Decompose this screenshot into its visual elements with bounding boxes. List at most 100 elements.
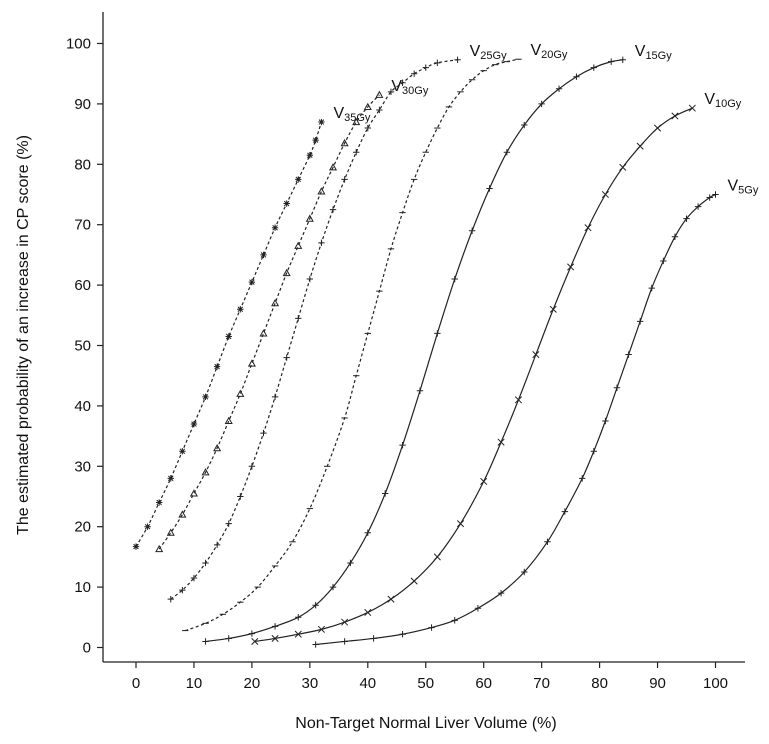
data-point	[318, 239, 325, 247]
data-point	[636, 318, 644, 325]
data-point	[353, 149, 360, 156]
data-point	[166, 528, 175, 536]
data-point	[144, 523, 151, 530]
data-point	[167, 595, 174, 603]
data-point	[549, 305, 557, 313]
data-point	[712, 191, 719, 198]
data-point	[341, 638, 348, 645]
data-point	[370, 635, 377, 642]
data-point	[497, 589, 505, 597]
data-point	[283, 200, 290, 207]
y-tick-label: 30	[74, 458, 91, 475]
y-tick-label: 20	[74, 519, 91, 536]
series-v20: V20Gy	[182, 42, 568, 632]
data-point	[213, 363, 221, 370]
data-point	[584, 224, 592, 232]
data-point	[295, 315, 302, 322]
data-point	[567, 263, 575, 271]
data-point	[648, 284, 655, 292]
data-point	[271, 634, 279, 642]
data-point	[248, 463, 256, 470]
series-v30: V30Gy	[155, 78, 429, 553]
data-point	[573, 73, 580, 80]
data-point	[399, 441, 406, 449]
data-point	[305, 214, 314, 222]
data-point	[544, 538, 551, 545]
series-line-v5	[315, 193, 716, 646]
data-point	[213, 443, 222, 452]
data-point	[381, 490, 389, 497]
data-point	[347, 559, 354, 567]
x-ticks: 0 10 20 30 40 50 60 70 80 90 100	[132, 662, 728, 692]
data-point	[247, 359, 256, 367]
data-point	[636, 142, 644, 150]
x-tick-label: 100	[703, 675, 728, 692]
series-line-v30	[158, 94, 380, 550]
y-tick-label: 10	[74, 579, 91, 596]
data-point	[237, 493, 244, 500]
data-point	[474, 605, 482, 612]
data-point	[555, 85, 563, 92]
data-point	[341, 618, 349, 626]
data-point	[363, 102, 372, 110]
data-point	[306, 275, 314, 283]
data-point	[579, 475, 586, 482]
data-point	[468, 227, 476, 234]
data-point	[260, 429, 267, 437]
x-tick-label: 70	[533, 675, 550, 692]
data-point	[590, 448, 598, 455]
data-point	[434, 59, 441, 67]
data-point	[364, 124, 371, 132]
data-point	[683, 215, 690, 222]
data-point	[179, 586, 186, 594]
data-point	[271, 298, 280, 307]
data-point	[236, 389, 245, 397]
data-point	[561, 508, 569, 515]
data-point	[456, 520, 465, 528]
y-tick-label: 60	[74, 277, 91, 294]
data-point	[295, 176, 302, 183]
x-tick-label: 50	[417, 675, 434, 692]
x-tick-label: 30	[302, 675, 319, 692]
data-point	[259, 329, 268, 337]
data-point	[294, 241, 303, 249]
data-point	[497, 438, 505, 446]
series-label-v35: V35Gy	[333, 105, 370, 124]
data-point	[399, 631, 406, 638]
data-point	[660, 257, 667, 265]
data-point	[251, 637, 259, 646]
data-point	[688, 104, 696, 112]
data-point	[486, 185, 493, 192]
series-label-v30: V30Gy	[391, 78, 428, 97]
data-point	[225, 520, 232, 527]
data-point	[295, 614, 302, 621]
data-point	[607, 58, 615, 65]
data-point	[601, 190, 609, 199]
data-point	[416, 387, 424, 394]
x-tick-label: 80	[591, 675, 608, 692]
series-line-v10	[254, 107, 693, 643]
data-point	[619, 56, 626, 64]
data-point	[328, 163, 338, 171]
data-point	[260, 251, 267, 259]
y-tick-label: 80	[74, 156, 91, 173]
data-point	[312, 641, 319, 648]
data-point	[225, 333, 232, 340]
series-label-v15: V15Gy	[635, 43, 672, 62]
data-point	[352, 117, 361, 126]
data-point	[329, 206, 337, 213]
data-point	[190, 574, 198, 582]
series-v35: V35Gy	[132, 105, 371, 550]
data-point	[451, 617, 458, 624]
axes	[102, 12, 745, 663]
series-line-v20	[185, 58, 519, 632]
data-point	[364, 529, 371, 536]
data-point	[422, 64, 429, 71]
data-point	[480, 477, 488, 485]
series-line-v35	[135, 121, 323, 547]
data-point	[201, 468, 210, 476]
data-point	[434, 330, 441, 337]
data-point	[706, 194, 713, 201]
data-point	[521, 568, 528, 576]
